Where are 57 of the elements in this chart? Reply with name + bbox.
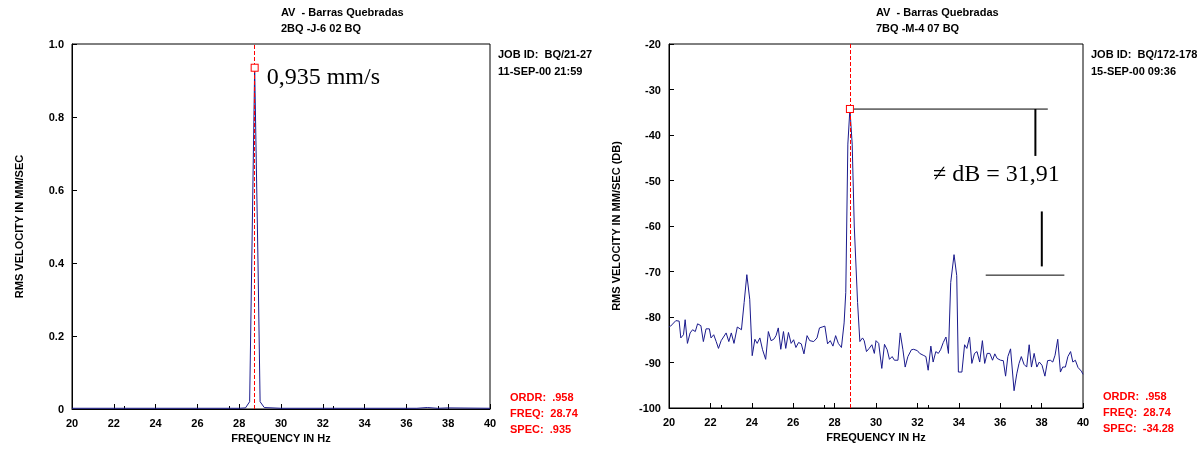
x-tick-label: 28 (828, 415, 841, 428)
x-tick-label: 20 (662, 415, 676, 428)
text: JOB ID: BQ/21-27 (498, 48, 593, 60)
annotation: ≠ dB = 31,91 (933, 160, 1060, 187)
text: JOB ID: BQ/172-178 (1091, 48, 1198, 60)
x-tick-label: 34 (952, 415, 966, 428)
text: ORDR: .958 (1103, 390, 1167, 402)
y-tick-label: -60 (645, 220, 661, 232)
x-tick-label: 24 (745, 415, 759, 428)
x-tick-label: 26 (787, 415, 800, 428)
y-tick-label: 0 (57, 403, 64, 415)
x-tick-label: 24 (149, 416, 163, 429)
x-tick-label: 20 (65, 416, 79, 429)
y-tick-label: -20 (645, 38, 661, 50)
chart-title: AV - Barras Quebradas (875, 5, 999, 18)
y-tick-label: 0.6 (48, 184, 64, 196)
x-tick-label: 36 (994, 415, 1007, 428)
chart-subtitle: 2BQ -J-6 02 BQ (280, 21, 362, 34)
x-tick-label: 28 (233, 416, 246, 429)
y-tick-label: -80 (645, 311, 661, 323)
x-tick-label: 40 (1076, 415, 1090, 428)
x-axis-title: FREQUENCY IN Hz (826, 431, 927, 444)
x-tick-label: 26 (191, 416, 204, 429)
text: SPEC: -34.28 (1103, 422, 1174, 434)
annotation: 0,935 mm/s (266, 62, 381, 89)
x-tick-label: 30 (274, 416, 288, 429)
x-tick-label: 22 (107, 416, 120, 429)
y-tick-label: -100 (638, 402, 661, 414)
text: SPEC: .935 (510, 423, 572, 435)
chart-title: AV - Barras Quebradas (280, 5, 404, 18)
y-axis-title: RMS VELOCITY IN MM/SEC (DB) (609, 140, 622, 311)
x-axis-title: FREQUENCY IN Hz (231, 432, 332, 445)
y-tick-label: -90 (645, 356, 661, 369)
y-tick-label: 1.0 (48, 38, 64, 50)
x-tick-label: 34 (358, 416, 372, 429)
chart-subtitle: 7BQ -M-4 07 BQ (875, 21, 960, 34)
x-tick-label: 30 (869, 415, 883, 428)
y-tick-label: -40 (645, 129, 661, 141)
y-tick-label: 0.2 (48, 330, 64, 342)
x-tick-label: 38 (442, 416, 455, 429)
x-tick-label: 32 (316, 416, 329, 429)
x-tick-label: 40 (483, 416, 497, 429)
text: FREQ: 28.74 (1103, 406, 1172, 418)
x-tick-label: 36 (400, 416, 413, 429)
y-tick-label: 0.8 (48, 111, 64, 123)
y-axis-title: RMS VELOCITY IN MM/SEC (12, 154, 25, 299)
y-tick-label: 0.4 (48, 257, 65, 269)
text: 11-SEP-00 21:59 (498, 65, 583, 77)
y-tick-label: -30 (645, 83, 661, 96)
y-tick-label: -70 (645, 265, 661, 278)
text: 15-SEP-00 09:36 (1091, 65, 1176, 77)
x-tick-label: 38 (1035, 415, 1048, 428)
x-tick-label: 22 (704, 415, 717, 428)
text: ORDR: .958 (510, 391, 574, 403)
y-tick-label: -50 (645, 174, 661, 187)
x-tick-label: 32 (911, 415, 924, 428)
text: FREQ: 28.74 (510, 407, 579, 419)
